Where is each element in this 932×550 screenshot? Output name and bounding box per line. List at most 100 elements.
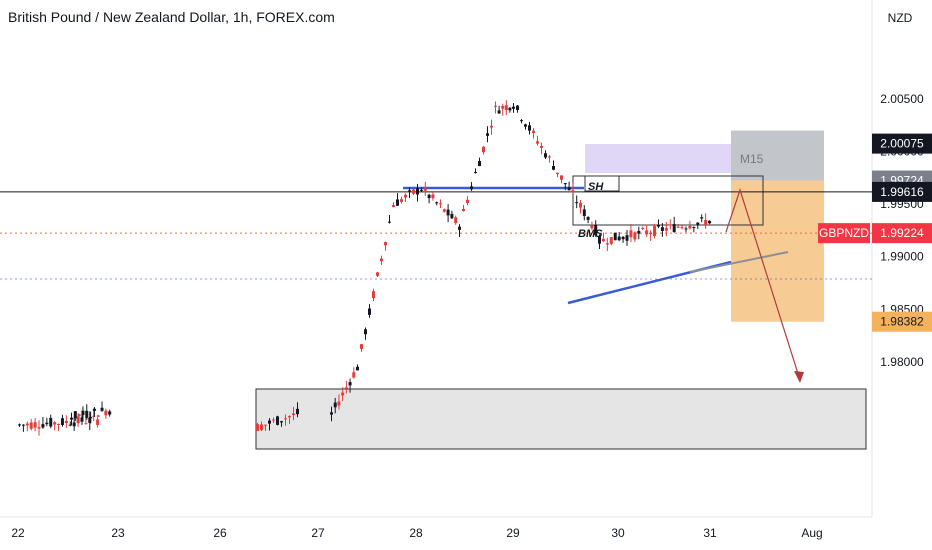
candle-body xyxy=(458,226,461,230)
price-label-bg xyxy=(872,181,932,202)
candle-body xyxy=(512,106,515,109)
candle-body xyxy=(400,199,403,202)
candle-body xyxy=(53,422,57,425)
candle-body xyxy=(408,190,411,192)
m15-box-outer xyxy=(572,175,764,226)
candle-body xyxy=(104,410,108,416)
candle-body xyxy=(368,308,371,315)
candle-body xyxy=(470,186,473,190)
candle-body xyxy=(653,226,657,237)
candle-body xyxy=(18,424,21,426)
candle-body xyxy=(680,227,684,229)
candle-body xyxy=(108,411,112,415)
candle-body xyxy=(388,221,391,223)
candle-body xyxy=(575,202,579,204)
candle-body xyxy=(598,236,601,244)
supply-zone-purple xyxy=(585,144,731,173)
x-tick-label: 23 xyxy=(111,526,125,540)
candle-body xyxy=(60,418,64,426)
price-label: 1.99616 xyxy=(880,185,924,199)
candle-body xyxy=(672,224,676,232)
candle-body xyxy=(466,199,469,204)
candle-body xyxy=(427,194,431,199)
candle-body xyxy=(520,120,523,122)
price-label-bg xyxy=(872,133,932,154)
candle-body xyxy=(70,417,73,420)
symbol-tag-bg xyxy=(818,223,870,244)
candle-body xyxy=(404,194,407,198)
candle-body xyxy=(601,238,605,242)
candle-body xyxy=(528,125,531,131)
candle-body xyxy=(594,224,598,236)
candle-body xyxy=(621,236,625,240)
candle-body xyxy=(660,227,664,231)
candle-body xyxy=(360,344,363,349)
price-label: 2.00075 xyxy=(880,137,924,151)
candle-body xyxy=(637,230,641,234)
y-tick-label: 1.99000 xyxy=(880,250,924,264)
candle-body xyxy=(412,189,415,194)
candle-body xyxy=(431,194,435,199)
candle-body xyxy=(641,228,645,230)
x-tick-label: 22 xyxy=(11,526,25,540)
candle-body xyxy=(49,417,53,427)
candle-body xyxy=(92,408,96,411)
candle-body xyxy=(80,417,84,422)
candle-body xyxy=(625,235,629,241)
candle-body xyxy=(696,222,700,225)
candle-body xyxy=(292,413,295,416)
x-tick-label: 26 xyxy=(213,526,227,540)
x-tick-label: Aug xyxy=(801,526,822,540)
candle-body xyxy=(532,130,535,134)
candle-body xyxy=(617,236,621,241)
candle-body xyxy=(296,408,299,415)
candle-body xyxy=(76,416,80,424)
candle-body xyxy=(423,187,427,191)
candle-body xyxy=(85,410,89,418)
candle-body xyxy=(333,402,337,408)
sh-label: SH xyxy=(588,181,604,193)
candle-body xyxy=(656,224,660,227)
candle-body xyxy=(629,230,633,238)
candle-body xyxy=(501,105,505,109)
price-label-bg xyxy=(872,311,932,332)
candle-body xyxy=(77,414,81,416)
candle-body xyxy=(376,272,379,276)
candle-body xyxy=(478,160,481,167)
candle-body xyxy=(442,209,446,212)
candle-body xyxy=(613,232,617,241)
candle-body xyxy=(356,366,359,371)
candle-body xyxy=(668,224,672,226)
candle-body xyxy=(556,172,559,174)
candle-body xyxy=(446,209,450,216)
candle-body xyxy=(540,145,543,148)
candle-body xyxy=(700,217,704,219)
candle-body xyxy=(708,220,712,224)
y-tick-label: 1.98000 xyxy=(880,355,924,369)
candle-body xyxy=(264,424,267,426)
x-tick-label: 27 xyxy=(311,526,325,540)
candle-body xyxy=(73,411,77,419)
candle-body xyxy=(276,416,279,425)
candle-body xyxy=(552,166,555,170)
candle-body xyxy=(337,401,341,406)
candle-body xyxy=(29,422,33,429)
price-label: 1.98382 xyxy=(880,315,924,329)
candle-body xyxy=(508,107,512,111)
candle-body xyxy=(474,172,477,174)
candle-body xyxy=(72,422,76,427)
candle-body xyxy=(494,105,497,107)
demand-zone xyxy=(255,388,867,450)
candle-body xyxy=(590,225,594,229)
candle-body xyxy=(268,420,271,424)
candle-body xyxy=(524,124,527,127)
candle-body xyxy=(450,213,454,219)
candle-body xyxy=(96,415,100,417)
candle-body xyxy=(571,190,575,193)
candle-body xyxy=(396,199,399,206)
candle-body xyxy=(384,242,387,246)
candle-body xyxy=(582,209,586,216)
candle-body xyxy=(81,410,85,416)
